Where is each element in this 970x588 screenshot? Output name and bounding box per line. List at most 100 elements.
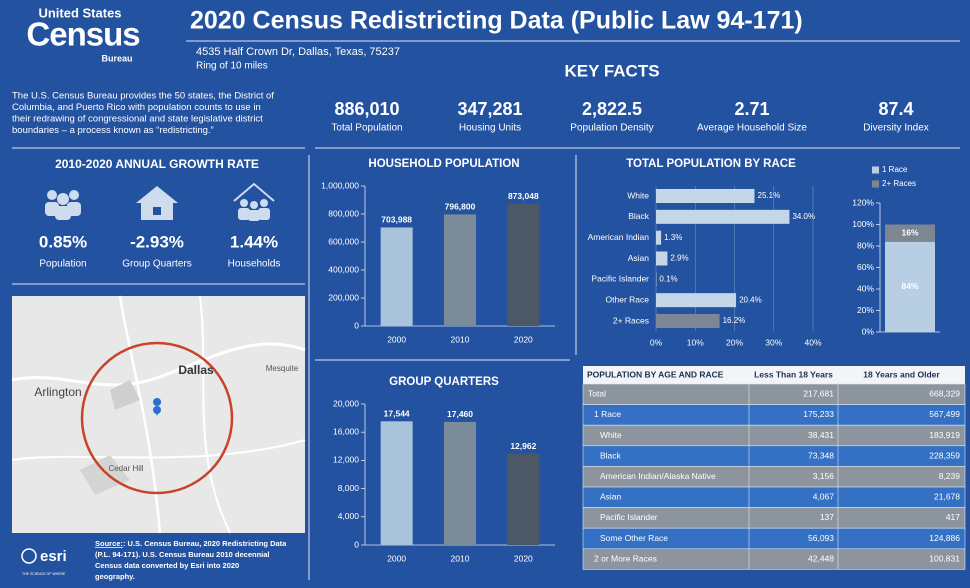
value-label: 703,988 <box>381 215 412 225</box>
y-tick-label: 0 <box>354 539 359 549</box>
bar <box>444 214 476 326</box>
table-row <box>582 445 966 467</box>
x-tick-label: 2020 <box>514 553 533 563</box>
y-tick-label: 120% <box>852 197 874 207</box>
table-cell: 183,919 <box>929 430 960 440</box>
x-tick-label: 0% <box>650 337 663 347</box>
table-cell: 73,348 <box>808 450 834 460</box>
y-tick-label: 1,000,000 <box>321 180 359 190</box>
legend-label: 2+ Races <box>882 179 916 188</box>
value-label: 25.1% <box>758 191 781 200</box>
table-cell: 228,359 <box>929 450 960 460</box>
address: 4535 Half Crown Dr, Dallas, Texas, 75237 <box>196 46 400 58</box>
table-cell: 2 or More Races <box>594 553 657 563</box>
key-facts-title: KEY FACTS <box>564 61 659 80</box>
table-row <box>582 486 966 508</box>
table-cell: Some Other Race <box>600 533 668 543</box>
key-fact-label: Total Population <box>331 123 402 134</box>
map-background <box>12 296 305 533</box>
y-tick-label: 800,000 <box>328 208 359 218</box>
table-row <box>582 548 966 570</box>
table-cell: 217,681 <box>803 389 834 399</box>
value-label: 17,544 <box>384 409 410 419</box>
source-text: : U.S. Census Bureau, 2020 Redistricting… <box>123 539 287 548</box>
y-tick-label: 80% <box>857 240 874 250</box>
bar <box>380 227 413 326</box>
logo-bottom: Bureau <box>101 53 132 63</box>
key-fact-value: 2.71 <box>734 99 769 119</box>
table-row <box>582 383 966 405</box>
population-icon <box>45 190 81 220</box>
table-header <box>583 366 965 384</box>
growth-label: Group Quarters <box>122 259 191 270</box>
y-tick-label: 600,000 <box>328 236 359 246</box>
bar-segment <box>885 241 935 332</box>
y-tick-label: 20% <box>857 305 874 315</box>
table-cell: 668,329 <box>929 389 960 399</box>
x-tick-label: 20% <box>726 337 743 347</box>
y-tick-label: 60% <box>857 262 874 272</box>
value-label: 16% <box>901 227 918 237</box>
intro-line: Columbia, and Puerto Rico with populatio… <box>12 102 261 113</box>
key-fact-value: 87.4 <box>878 99 913 119</box>
value-label: 873,048 <box>508 191 539 201</box>
value-label: 12,962 <box>510 441 536 451</box>
bar <box>656 293 737 308</box>
source-line: Source:: U.S. Census Bureau, 2020 Redist… <box>95 539 287 548</box>
table-cell: 1 Race <box>594 409 621 419</box>
x-tick-label: 10% <box>687 337 704 347</box>
logo-top: United States <box>38 5 121 20</box>
bar <box>507 453 540 545</box>
table-cell: 100,831 <box>929 553 960 563</box>
growth-title: 2010-2020 ANNUAL GROWTH RATE <box>55 157 259 171</box>
map: Arlington Dallas Mesquite Cedar Hill <box>11 295 306 534</box>
table-cell: 56,093 <box>808 533 834 543</box>
growth-label: Households <box>228 259 281 270</box>
table-cell: 42,448 <box>808 553 834 563</box>
source-label: Source: <box>95 539 123 548</box>
y-tick-label: 20,000 <box>333 398 359 408</box>
table-cell: 175,233 <box>803 409 834 419</box>
table-title: POPULATION BY AGE AND RACE <box>587 369 724 379</box>
x-tick-label: 2000 <box>387 553 406 563</box>
intro-line: their redrawing of congressional and sta… <box>12 114 263 125</box>
value-label: 0.1% <box>659 274 677 283</box>
table-cell: 567,499 <box>929 409 960 419</box>
ring: Ring of 10 miles <box>196 61 268 72</box>
table-column: Less Than 18 Years <box>754 369 833 379</box>
value-label: 16.2% <box>723 316 746 325</box>
chart-title: HOUSEHOLD POPULATION <box>368 158 519 170</box>
table-cell: 8,239 <box>939 471 961 481</box>
map-label: Cedar Hill <box>108 464 143 473</box>
x-tick-label: 2010 <box>451 553 470 563</box>
households-icon <box>233 182 275 221</box>
table-column: 18 Years and Older <box>863 369 940 379</box>
bar <box>444 421 476 545</box>
y-tick-label: 12,000 <box>333 455 359 465</box>
key-fact-value: 347,281 <box>457 99 522 119</box>
table-cell: 3,156 <box>813 471 835 481</box>
bar <box>656 230 662 245</box>
table-cell: 38,431 <box>808 430 834 440</box>
table-cell: Pacific Islander <box>600 512 658 522</box>
x-tick-label: 2000 <box>387 334 406 344</box>
x-tick-label: 2010 <box>451 334 470 344</box>
growth-value: 1.44% <box>230 232 278 251</box>
table-row <box>582 404 966 426</box>
y-tick-label: White <box>627 190 649 200</box>
y-tick-label: 8,000 <box>338 483 360 493</box>
chart-title: TOTAL POPULATION BY RACE <box>626 158 796 170</box>
bar <box>380 421 413 545</box>
key-fact-label: Diversity Index <box>863 123 929 134</box>
legend-swatch <box>872 166 879 174</box>
x-tick-label: 40% <box>804 337 821 347</box>
x-tick-label: 2020 <box>514 334 533 344</box>
table-cell: White <box>600 430 622 440</box>
key-fact-label: Average Household Size <box>697 123 807 134</box>
y-tick-label: 40% <box>857 283 874 293</box>
y-tick-label: Black <box>628 211 650 221</box>
legend-swatch <box>872 180 879 188</box>
esri-logo: esri <box>40 548 67 565</box>
legend-label: 1 Race <box>882 165 908 174</box>
